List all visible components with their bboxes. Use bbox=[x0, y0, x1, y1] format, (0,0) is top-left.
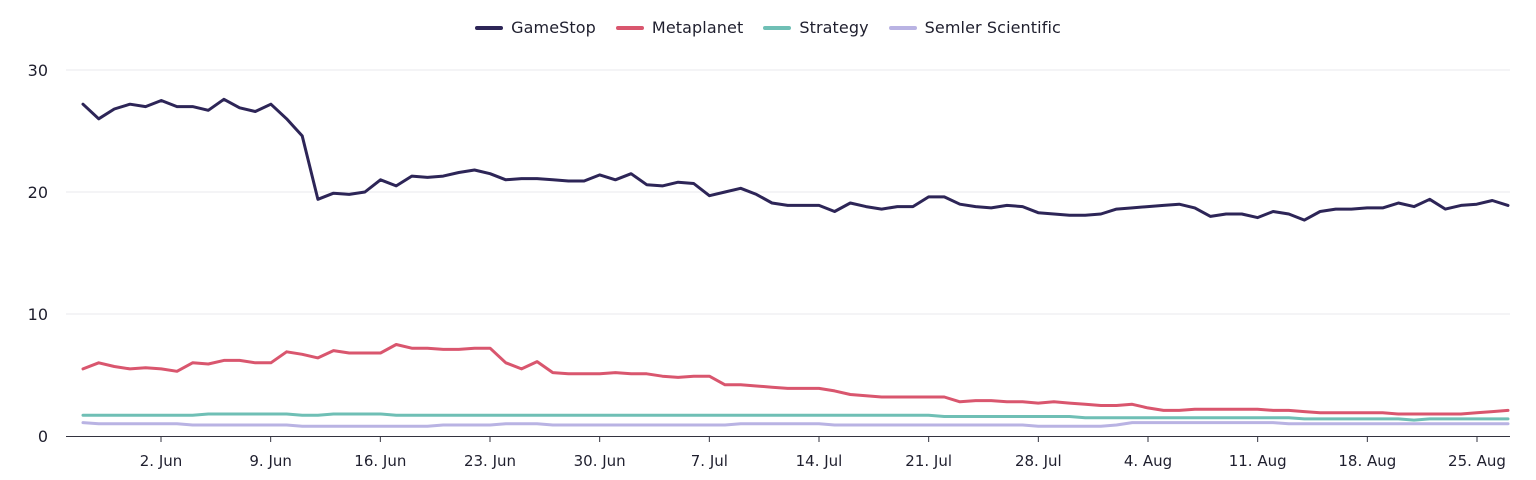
series-line-metaplanet bbox=[81, 343, 1510, 416]
legend-label: Strategy bbox=[799, 18, 869, 37]
legend-swatch bbox=[763, 25, 792, 30]
legend-swatch bbox=[615, 25, 644, 30]
x-tick-label: 23. Jun bbox=[464, 452, 516, 470]
y-tick-label: 20 bbox=[28, 183, 48, 202]
y-tick-label: 0 bbox=[38, 427, 48, 446]
x-tick-label: 18. Aug bbox=[1338, 452, 1396, 470]
x-tick-label: 7. Jul bbox=[691, 452, 728, 470]
legend-label: GameStop bbox=[511, 18, 596, 37]
legend-swatch bbox=[888, 25, 917, 30]
series-line-strategy bbox=[81, 412, 1510, 422]
x-tick-label: 28. Jul bbox=[1015, 452, 1062, 470]
y-tick-label: 30 bbox=[28, 61, 48, 80]
legend-item-metaplanet[interactable]: Metaplanet bbox=[615, 18, 744, 37]
x-tick-label: 9. Jun bbox=[249, 452, 292, 470]
legend-label: Semler Scientific bbox=[924, 18, 1061, 37]
y-tick-label: 10 bbox=[28, 305, 48, 324]
x-tick-label: 14. Jul bbox=[796, 452, 843, 470]
x-tick-label: 25. Aug bbox=[1448, 452, 1506, 470]
series-line-semler-scientific bbox=[81, 421, 1510, 428]
x-tick-label: 21. Jul bbox=[905, 452, 952, 470]
legend-item-semler-scientific[interactable]: Semler Scientific bbox=[888, 18, 1061, 37]
chart-legend: GameStop Metaplanet Strategy Semler Scienti… bbox=[0, 18, 1536, 37]
legend-label: Metaplanet bbox=[651, 18, 744, 37]
legend-item-strategy[interactable]: Strategy bbox=[763, 18, 869, 37]
x-tick-label: 30. Jun bbox=[574, 452, 626, 470]
x-tick-label: 11. Aug bbox=[1229, 452, 1287, 470]
x-tick-label: 4. Aug bbox=[1124, 452, 1172, 470]
x-tick-label: 16. Jun bbox=[354, 452, 406, 470]
legend-swatch bbox=[475, 25, 504, 30]
legend-item-gamestop[interactable]: GameStop bbox=[475, 18, 596, 37]
series-line-gamestop bbox=[81, 97, 1510, 222]
x-tick-label: 2. Jun bbox=[140, 452, 183, 470]
